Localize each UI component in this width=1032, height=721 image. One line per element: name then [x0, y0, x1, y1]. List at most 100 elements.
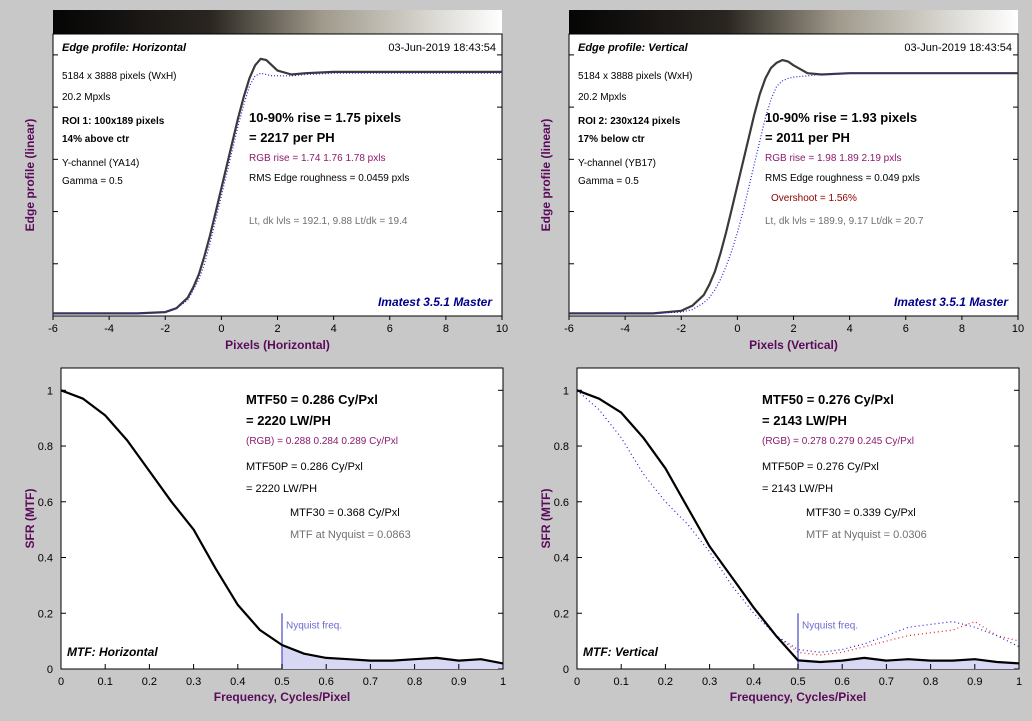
- y-tick-label: 0.4: [554, 553, 569, 565]
- x-tick-label: 8: [959, 323, 965, 335]
- edge-curve-blue: [53, 72, 502, 314]
- levels: Lt, dk lvls = 192.1, 9.88 Lt/dk = 19.4: [249, 216, 408, 227]
- mtf50p-lwph: = 2220 LW/PH: [246, 483, 317, 495]
- x-tick-label: 6: [903, 323, 909, 335]
- x-axis-label: Pixels (Vertical): [749, 338, 838, 352]
- x-tick-label: 0.2: [142, 676, 157, 688]
- mtf-at-nyquist: MTF at Nyquist = 0.0863: [290, 529, 411, 541]
- x-tick-label: -6: [48, 323, 58, 335]
- y-tick-label: 0.8: [38, 441, 53, 453]
- edge-panel-vertical: -6 -4 -2 0 2 4 6 8 10 Edge profile: Vertical 03-Ju…: [539, 10, 1024, 352]
- x-tick-label: 0.5: [790, 676, 805, 688]
- brand-label: Imatest 3.5.1 Master: [378, 295, 493, 309]
- x-tick-label: 0.1: [98, 676, 113, 688]
- nyquist-label: Nyquist freq.: [286, 620, 342, 631]
- x-tick-label: 1: [1016, 676, 1022, 688]
- lwph-value: = 2143 LW/PH: [762, 413, 847, 428]
- x-tick-label: 0.6: [835, 676, 850, 688]
- per-ph-value: = 2011 per PH: [765, 130, 850, 145]
- x-axis-label: Frequency, Cycles/Pixel: [214, 690, 351, 704]
- mtf30-value: MTF30 = 0.339 Cy/Pxl: [806, 507, 916, 519]
- rgb-mtf50: (RGB) = 0.288 0.284 0.289 Cy/Pxl: [246, 436, 398, 447]
- plot-area: [52, 33, 503, 317]
- mtf-at-nyquist: MTF at Nyquist = 0.0306: [806, 529, 927, 541]
- y-tick-label: 0: [47, 664, 53, 676]
- x-tick-label: 0.2: [658, 676, 673, 688]
- brand-label: Imatest 3.5.1 Master: [894, 295, 1009, 309]
- x-axis-label: Frequency, Cycles/Pixel: [730, 690, 867, 704]
- x-tick-label: 10: [496, 323, 508, 335]
- y-tick-label: 0: [563, 664, 569, 676]
- gamma-label: Gamma = 0.5: [578, 176, 639, 187]
- x-tick-label: 2: [790, 323, 796, 335]
- mtf50-value: MTF50 = 0.286 Cy/Pxl: [246, 392, 378, 407]
- x-tick-label: 0.3: [186, 676, 201, 688]
- channel-label: Y-channel (YB17): [578, 158, 656, 169]
- x-tick-label: -2: [160, 323, 170, 335]
- rgb-mtf50: (RGB) = 0.278 0.279 0.245 Cy/Pxl: [762, 436, 914, 447]
- channel-label: Y-channel (YA14): [62, 158, 139, 169]
- nyquist-label: Nyquist freq.: [802, 620, 858, 631]
- mtf-curve-luminance: [60, 389, 504, 665]
- edge-curve-luminance: [569, 59, 1018, 315]
- x-tick-label: 10: [1012, 323, 1024, 335]
- mtf50p-value: MTF50P = 0.276 Cy/Pxl: [762, 461, 879, 473]
- rise-value: 10-90% rise = 1.93 pixels: [765, 110, 917, 125]
- x-tick-label: 0.3: [702, 676, 717, 688]
- mtf-curve-luminance: [576, 389, 1020, 665]
- chart-title: Edge profile: Vertical: [578, 42, 689, 54]
- x-tick-label: 0.8: [407, 676, 422, 688]
- x-axis-label: Pixels (Horizontal): [225, 338, 330, 352]
- x-tick-label: 8: [443, 323, 449, 335]
- x-tick-label: 0.7: [879, 676, 894, 688]
- rise-value: 10-90% rise = 1.75 pixels: [249, 110, 401, 125]
- image-size: 5184 x 3888 pixels (WxH): [578, 71, 693, 82]
- y-tick-label: 0.6: [554, 497, 569, 509]
- megapixels: 20.2 Mpxls: [62, 92, 110, 103]
- roi-position: 14% above ctr: [62, 134, 129, 145]
- x-tick-label: 6: [387, 323, 393, 335]
- mtf-direction-label: MTF: Vertical: [583, 645, 659, 659]
- x-tick-label: 4: [331, 323, 337, 335]
- y-axis-label: Edge profile (linear): [539, 119, 553, 232]
- x-tick-label: 0.4: [230, 676, 245, 688]
- x-tick-label: 1: [500, 676, 506, 688]
- y-axis-label: Edge profile (linear): [23, 119, 37, 232]
- y-tick-label: 0.6: [38, 497, 53, 509]
- roi-label: ROI 2: 230x124 pixels: [578, 116, 681, 127]
- y-tick-label: 1: [47, 385, 53, 397]
- x-tick-label: 0.8: [923, 676, 938, 688]
- x-tick-label: 2: [274, 323, 280, 335]
- rgb-rise: RGB rise = 1.74 1.76 1.78 pxls: [249, 153, 385, 164]
- rgb-rise: RGB rise = 1.98 1.89 2.19 pxls: [765, 153, 901, 164]
- x-tick-label: -4: [104, 323, 114, 335]
- x-tick-label: 0: [574, 676, 580, 688]
- y-axis-label: SFR (MTF): [539, 489, 553, 549]
- megapixels: 20.2 Mpxls: [578, 92, 626, 103]
- x-tick-label: 0.5: [274, 676, 289, 688]
- x-tick-label: 0.4: [746, 676, 761, 688]
- roi-label: ROI 1: 100x189 pixels: [62, 116, 165, 127]
- x-tick-label: -2: [676, 323, 686, 335]
- mtf-panel-horizontal: Nyquist freq. 0 0.2 0.4 0.6 0.8 1 0 0.1 0.2 0.3 0.4…: [23, 367, 506, 704]
- rms-roughness: RMS Edge roughness = 0.0459 pxls: [249, 173, 409, 184]
- x-tick-label: -4: [620, 323, 630, 335]
- y-axis-label: SFR (MTF): [23, 489, 37, 549]
- x-tick-label: 4: [847, 323, 853, 335]
- edge-curve-blue: [569, 72, 1018, 314]
- x-tick-label: 0: [58, 676, 64, 688]
- gamma-label: Gamma = 0.5: [62, 176, 123, 187]
- x-tick-label: 0.9: [967, 676, 982, 688]
- timestamp: 03-Jun-2019 18:43:54: [904, 42, 1012, 54]
- overshoot: Overshoot = 1.56%: [771, 193, 857, 204]
- x-tick-label: 0.7: [363, 676, 378, 688]
- edge-panel-horizontal: -6 -4 -2 0 2 4 6 8 10 Edge profile: Horizontal 03-…: [23, 10, 508, 352]
- chart-title: Edge profile: Horizontal: [62, 42, 187, 54]
- lwph-value: = 2220 LW/PH: [246, 413, 331, 428]
- mtf30-value: MTF30 = 0.368 Cy/Pxl: [290, 507, 400, 519]
- mtf50p-value: MTF50P = 0.286 Cy/Pxl: [246, 461, 363, 473]
- mtf50p-lwph: = 2143 LW/PH: [762, 483, 833, 495]
- mtf-direction-label: MTF: Horizontal: [67, 645, 158, 659]
- y-tick-label: 0.2: [38, 608, 53, 620]
